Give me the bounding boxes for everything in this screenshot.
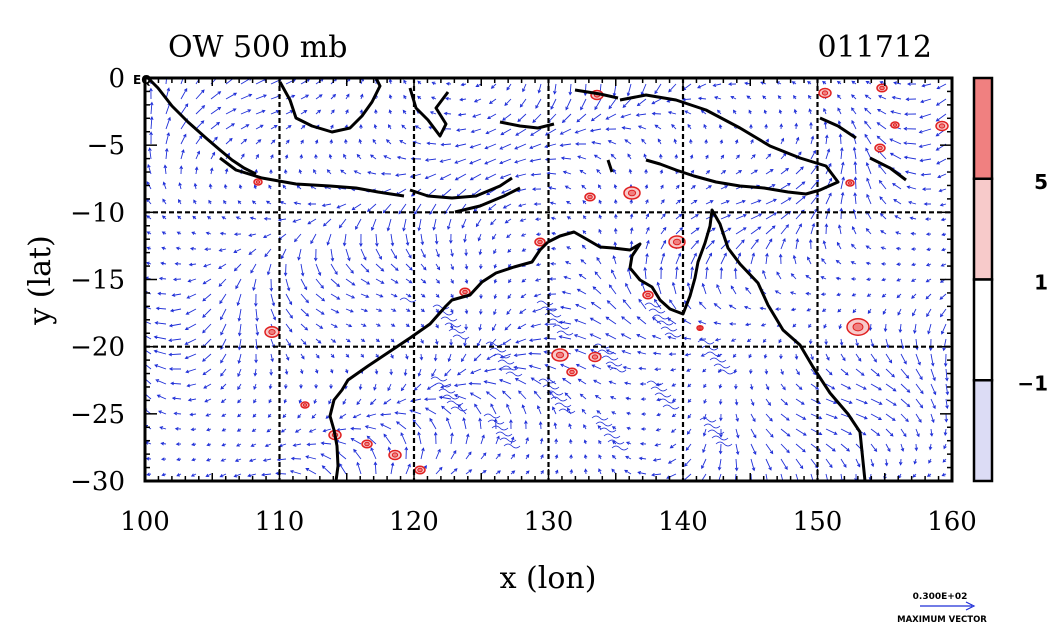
ow-contour-core — [879, 85, 885, 91]
x-tick-label: 110 — [255, 507, 305, 537]
ow-contours — [253, 83, 949, 475]
y-tick-label: −20 — [70, 333, 125, 363]
coast-islands-east — [819, 116, 907, 182]
ow-contour-core — [555, 351, 565, 359]
ow-contour-core — [537, 239, 543, 245]
color-bar-label: −1 — [1017, 371, 1048, 395]
color-bar-label: 5 — [1034, 170, 1048, 194]
ow-contour-core — [892, 123, 898, 127]
ow-contour-core — [847, 181, 853, 185]
x-tick-label: 100 — [120, 507, 170, 537]
y-tick-label: 0 — [108, 64, 125, 94]
coast-lesser-sunda — [409, 176, 513, 200]
x-axis-label: x (lon) — [500, 561, 597, 596]
ow-contour-negative — [399, 297, 735, 451]
vector-legend-arrowhead — [965, 601, 976, 611]
color-bar-segment — [972, 177, 994, 281]
y-tick-label: −25 — [70, 400, 125, 430]
vector-legend-value: 0.300E+02 — [913, 592, 968, 602]
y-tick-label: −5 — [87, 131, 125, 161]
equator-label: EQ — [133, 73, 151, 87]
coast-borneo — [278, 78, 382, 134]
ow-contour-core — [417, 467, 423, 473]
x-tick-label: 130 — [524, 507, 574, 537]
ow-contour-core — [462, 289, 468, 295]
color-bar-labels: 5 1 −1 — [1017, 170, 1048, 396]
y-tick-label: −10 — [70, 198, 125, 228]
x-tick-label: 160 — [927, 507, 977, 537]
coastlines — [146, 78, 907, 481]
map-timestamp: 011712 — [817, 30, 932, 65]
coast-java — [219, 156, 405, 198]
color-bar-segment — [972, 278, 994, 382]
ow-contour-core — [302, 403, 308, 407]
ow-contour-core — [627, 189, 637, 197]
map-title: OW 500 mb — [168, 30, 347, 65]
coast-small-islands — [499, 88, 619, 173]
color-bar — [972, 76, 994, 483]
grid-lines — [145, 78, 952, 481]
coast-australia — [328, 208, 872, 481]
coast-timor — [454, 186, 521, 214]
coast-sumatra — [146, 78, 257, 176]
vector-legend-caption: MAXIMUM VECTOR — [897, 615, 987, 625]
color-bar-label: 1 — [1034, 271, 1048, 295]
y-tick-labels: 0 −5 −10 −15 −20 −25 −30 — [70, 64, 125, 497]
ow-contour-core — [255, 180, 261, 184]
ow-contour-core — [672, 238, 682, 246]
ow-contour-core — [391, 452, 399, 458]
ow-contour-core — [587, 194, 593, 200]
x-tick-label: 150 — [793, 507, 843, 537]
ow-contour-core — [364, 441, 370, 447]
x-tick-labels: 100 110 120 130 140 150 160 — [120, 507, 977, 537]
y-tick-label: −15 — [70, 266, 125, 296]
ow-contour-core — [268, 329, 276, 335]
plot-area — [145, 78, 952, 481]
ow-contour-core — [698, 326, 702, 330]
ow-contour-core — [938, 123, 946, 129]
x-tick-label: 140 — [658, 507, 708, 537]
coast-sulawesi — [408, 87, 450, 138]
ow-contour-core — [821, 90, 829, 96]
y-axis-label: y (lat) — [23, 235, 58, 325]
ow-contour-core — [591, 354, 599, 360]
color-bar-segment — [972, 76, 994, 180]
color-bar-segment — [972, 379, 994, 483]
ow-contour-core — [645, 292, 651, 298]
ow-contour-core — [852, 322, 864, 332]
coast-new-guinea — [619, 93, 840, 196]
axis-ticks — [144, 77, 953, 482]
ow-contour-core — [569, 369, 575, 375]
y-tick-label: −30 — [70, 467, 125, 497]
ow-contour-core — [877, 145, 883, 151]
x-tick-label: 120 — [389, 507, 439, 537]
